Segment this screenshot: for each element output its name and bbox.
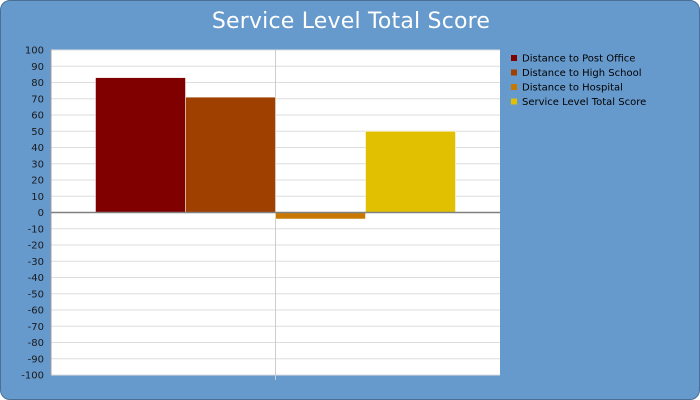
y-tick-label: 40 xyxy=(31,143,44,154)
y-tick-label: -90 xyxy=(28,354,44,365)
bar-service-level-total-score xyxy=(365,131,456,213)
y-tick-label: 50 xyxy=(31,127,44,138)
bars xyxy=(95,77,456,220)
y-tick-label: 30 xyxy=(31,159,44,170)
y-tick-label: 70 xyxy=(31,94,44,105)
y-tick-label: -60 xyxy=(28,306,44,317)
y-tick-label: 0 xyxy=(38,208,44,219)
legend-label: Distance to High School xyxy=(522,68,641,79)
y-tick-label: 60 xyxy=(31,111,44,122)
legend-swatch xyxy=(511,98,517,105)
legend-label: Distance to Post Office xyxy=(522,54,635,65)
legend-label: Distance to Hospital xyxy=(522,83,623,94)
y-tick-label: -20 xyxy=(28,241,44,252)
y-tick-label: -50 xyxy=(28,289,44,300)
y-tick-label: 10 xyxy=(31,192,44,203)
legend-swatch xyxy=(511,55,517,61)
y-tick-label: -100 xyxy=(21,371,44,382)
y-tick-label: -70 xyxy=(28,322,44,333)
y-tick-labels: 1009080706050403020100-10-20-30-40-50-60… xyxy=(21,46,44,382)
legend-label: Service Level Total Score xyxy=(522,97,646,108)
legend: Distance to Post Office Distance to High … xyxy=(511,54,646,108)
y-tick-label: -10 xyxy=(28,224,44,235)
bar-distance-to-hospital xyxy=(275,212,366,220)
chart-title: Service Level Total Score xyxy=(211,9,491,34)
legend-swatch xyxy=(511,84,517,90)
y-tick-label: 90 xyxy=(31,62,44,73)
legend-swatch xyxy=(511,69,517,76)
bar-distance-to-post-office xyxy=(95,77,186,213)
y-tick-label: 20 xyxy=(31,176,44,187)
y-tick-label: -30 xyxy=(28,257,44,268)
y-tick-label: -80 xyxy=(28,338,44,349)
y-tick-label: -40 xyxy=(28,273,44,284)
y-tick-label: 100 xyxy=(25,46,44,57)
axes xyxy=(50,50,500,375)
y-tick-label: 80 xyxy=(31,78,44,89)
bar-distance-to-high-school xyxy=(185,96,276,213)
